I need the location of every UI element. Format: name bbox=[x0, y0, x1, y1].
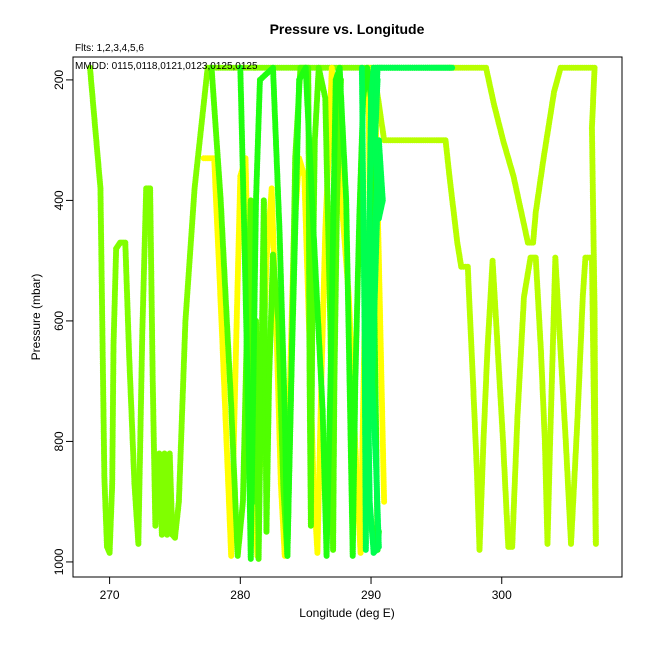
series-layer bbox=[87, 64, 599, 562]
series-1 bbox=[87, 64, 457, 556]
data-point bbox=[381, 498, 388, 505]
